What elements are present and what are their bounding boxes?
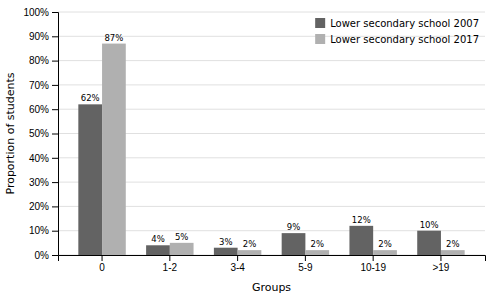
x-axis-title: Groups (252, 281, 291, 294)
y-tick-label: 80% (29, 55, 49, 66)
data-label: 62% (81, 93, 100, 103)
legend-swatch (315, 34, 325, 44)
x-tick-mark (169, 255, 170, 261)
bar-series (102, 44, 465, 255)
grid-line (58, 12, 485, 13)
chart: 0 1-2 3-4 5-9 10-19 >19 0% 10% 20% 30% 40% 50% 60% 70… (0, 0, 500, 297)
x-tick-label: 5-9 (298, 262, 313, 273)
y-axis: 0% 10% 20% 30% 40% 50% 60% 70% 80% 90% 100% (23, 7, 58, 261)
y-tick-mark (52, 182, 58, 183)
plot: 0 1-2 3-4 5-9 10-19 >19 0% 10% 20% 30% 40% 50% 60% 70… (23, 7, 485, 273)
y-tick: 10% (29, 225, 58, 236)
y-tick-label: 90% (29, 31, 49, 42)
bar (282, 233, 306, 255)
data-labels: 62% 4% 3% 9% 12% 10% 87% 5% 2% 2% 2% 2% (81, 33, 460, 250)
data-label: 2% (243, 239, 257, 249)
y-tick-mark (52, 85, 58, 86)
y-tick: 60% (29, 104, 58, 115)
y-tick: 0% (35, 250, 58, 261)
legend-swatch (315, 18, 325, 28)
x-tick-mark (305, 255, 306, 261)
data-label: 4% (151, 234, 165, 244)
bars (78, 44, 464, 255)
x-tick-label: >19 (432, 262, 449, 273)
y-tick: 90% (29, 31, 58, 42)
bar (441, 250, 465, 255)
legend-item: Lower secondary school 2007 (315, 18, 479, 29)
y-tick-mark (52, 134, 58, 135)
y-tick-label: 0% (35, 250, 50, 261)
y-tick-mark (52, 109, 58, 110)
y-tick-label: 60% (29, 104, 49, 115)
y-tick: 30% (29, 177, 58, 188)
bar (102, 44, 126, 255)
y-tick-mark (52, 255, 58, 256)
x-tick-mark (373, 255, 374, 261)
bar (373, 250, 397, 255)
y-tick-label: 20% (29, 201, 49, 212)
y-tick-label: 30% (29, 177, 49, 188)
y-tick-mark (52, 231, 58, 232)
grid (58, 12, 485, 255)
y-tick: 50% (29, 128, 58, 139)
x-tick: 1-2 (163, 255, 178, 273)
x-axis: 0 1-2 3-4 5-9 10-19 >19 (59, 255, 486, 273)
legend-label: Lower secondary school 2007 (330, 18, 479, 29)
bar (349, 226, 373, 255)
data-label: 9% (287, 222, 301, 232)
x-tick: 0 (99, 255, 105, 273)
x-tick: 5-9 (298, 255, 313, 273)
data-label: 2% (446, 239, 460, 249)
y-tick-label: 10% (29, 225, 49, 236)
bar (214, 248, 238, 255)
bar (146, 245, 170, 255)
data-label: 2% (378, 239, 392, 249)
data-label: 10% (420, 220, 439, 230)
y-tick-mark (52, 12, 58, 13)
legend: Lower secondary school 2007 Lower seconda… (315, 18, 479, 45)
y-axis-line (52, 13, 59, 256)
data-label: 2% (311, 239, 325, 249)
bar (170, 243, 194, 255)
y-tick-label: 40% (29, 153, 49, 164)
bar (78, 104, 102, 255)
legend-item: Lower secondary school 2017 (315, 34, 479, 45)
y-tick: 100% (23, 7, 58, 18)
x-tick-mark (102, 255, 103, 261)
x-tick: 3-4 (230, 255, 245, 273)
x-tick-label: 1-2 (163, 262, 178, 273)
y-tick-label: 100% (23, 7, 49, 18)
y-tick-label: 70% (29, 80, 49, 91)
x-axis-line (59, 256, 486, 262)
x-tick-mark (440, 255, 441, 261)
data-label: 87% (104, 33, 123, 43)
x-tick-label: 0 (99, 262, 105, 273)
y-tick: 40% (29, 153, 58, 164)
data-label: 12% (352, 215, 371, 225)
y-tick-mark (52, 36, 58, 37)
y-tick-mark (52, 206, 58, 207)
x-tick-label: 10-19 (360, 262, 386, 273)
y-tick: 70% (29, 80, 58, 91)
x-tick-label: 3-4 (230, 262, 245, 273)
bar (417, 231, 441, 255)
legend-label: Lower secondary school 2017 (330, 34, 479, 45)
x-tick: >19 (432, 255, 449, 273)
x-tick: 10-19 (360, 255, 386, 273)
data-label: 5% (175, 232, 189, 242)
bar (238, 250, 262, 255)
data-label: 3% (219, 237, 233, 247)
y-tick: 80% (29, 55, 58, 66)
y-tick-label: 50% (29, 128, 49, 139)
bar-series (78, 104, 441, 255)
bar (305, 250, 329, 255)
x-tick-mark (237, 255, 238, 261)
y-tick: 20% (29, 201, 58, 212)
y-tick-mark (52, 158, 58, 159)
y-tick-mark (52, 61, 58, 62)
y-axis-title: Proportion of students (4, 72, 17, 194)
